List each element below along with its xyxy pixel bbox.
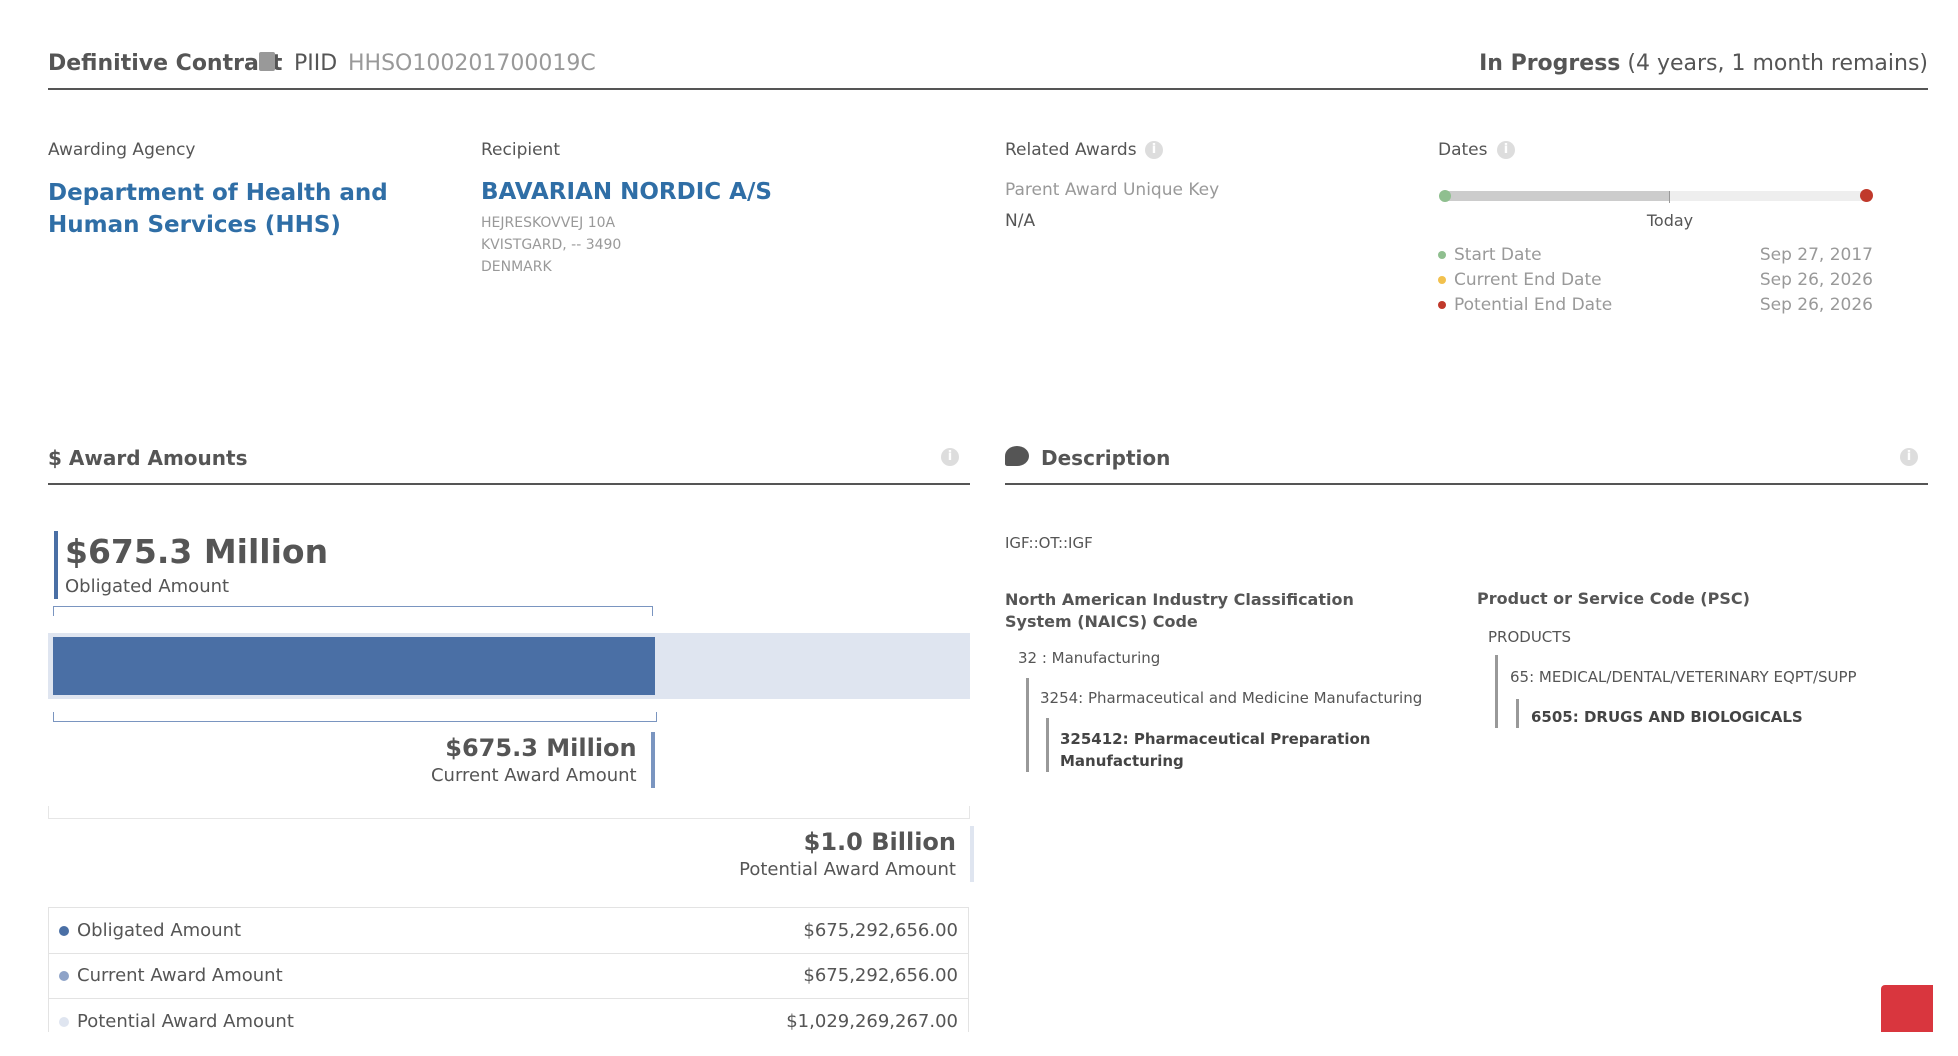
naics-3: 325412: Pharmaceutical Preparation Manuf…: [1060, 730, 1371, 770]
related-label: Related Awards: [1005, 140, 1137, 160]
date-value: Sep 26, 2026: [1759, 295, 1873, 315]
status-text: In Progress: [1479, 51, 1621, 76]
naics-2: 3254: Pharmaceutical and Medicine Manufa…: [1040, 689, 1423, 707]
obligated-bracket: [53, 606, 653, 616]
potential-value: $1.0 Billion: [803, 828, 956, 856]
section-rule: [1005, 483, 1928, 485]
date-label: Potential End Date: [1454, 295, 1613, 315]
date-dot: [1438, 251, 1446, 259]
agency-link[interactable]: Department of Health and Human Services …: [48, 180, 388, 238]
amount-label-text: Potential Award Amount: [77, 1011, 294, 1032]
date-label: Start Date: [1454, 245, 1542, 265]
obligated-value: $675.3 Million: [65, 532, 329, 571]
date-row: Potential End Date: [1438, 295, 1612, 315]
date-value: Sep 27, 2017: [1759, 245, 1873, 265]
date-row: Start Date: [1438, 245, 1542, 265]
amount-value: $675,292,656.00: [803, 920, 958, 941]
potential-marker: $1.0 Billion Potential Award Amount: [700, 826, 974, 882]
parent-label: Parent Award Unique Key: [1005, 180, 1220, 200]
info-icon[interactable]: i: [1497, 141, 1515, 159]
amount-label: Obligated Amount: [59, 908, 241, 953]
address-line: HEJRESKOVVEJ 10A: [481, 215, 616, 231]
blank-area: [0, 1032, 1958, 1056]
glossary-icon[interactable]: [259, 52, 275, 71]
obligated-label: Obligated Amount: [65, 576, 230, 597]
tree-line: [1495, 655, 1498, 728]
amount-row: Obligated Amount $675,292,656.00: [48, 907, 969, 954]
end-dot: [1860, 189, 1873, 202]
status-note: (4 years, 1 month remains): [1627, 51, 1928, 76]
amount-value: $675,292,656.00: [803, 965, 958, 986]
recipient-link[interactable]: BAVARIAN NORDIC A/S: [481, 179, 772, 205]
date-dot: [1438, 301, 1446, 309]
psc-2: 65: MEDICAL/DENTAL/VETERINARY EQPT/SUPP: [1510, 668, 1857, 686]
psc-label: Product or Service Code (PSC): [1477, 589, 1750, 608]
amount-row: Current Award Amount $675,292,656.00: [48, 953, 969, 999]
naics-1: 32 : Manufacturing: [1018, 649, 1161, 667]
current-value: $675.3 Million: [445, 734, 637, 762]
feedback-button[interactable]: [1881, 985, 1933, 1032]
date-dot: [1438, 276, 1446, 284]
agency-label: Awarding Agency: [48, 140, 196, 160]
psc-1: PRODUCTS: [1488, 628, 1571, 646]
comment-icon: [1005, 446, 1029, 466]
parent-value: N/A: [1005, 211, 1036, 231]
amount-value: $1,029,269,267.00: [786, 1011, 958, 1032]
description-title: Description: [1041, 446, 1171, 470]
today-tick: [1669, 191, 1670, 203]
naics-label: North American Industry Classification S…: [1005, 590, 1354, 631]
potential-label: Potential Award Amount: [739, 859, 956, 880]
address-line: KVISTGARD, -- 3490: [481, 237, 622, 253]
info-icon[interactable]: i: [1900, 448, 1918, 466]
amount-label: Potential Award Amount: [59, 999, 294, 1044]
current-bracket: [53, 712, 657, 722]
tree-line: [1046, 718, 1049, 772]
legend-dot: [59, 971, 69, 981]
legend-dot: [59, 1017, 69, 1027]
piid: HHSO100201700019C: [348, 51, 596, 76]
amounts-title: $ Award Amounts: [48, 446, 248, 470]
divider: [48, 806, 970, 819]
status: In Progress (4 years, 1 month remains): [1479, 51, 1928, 77]
header-rule: [48, 88, 1928, 90]
amount-label-text: Obligated Amount: [77, 920, 242, 941]
current-label: Current Award Amount: [430, 765, 637, 786]
date-value: Sep 26, 2026: [1759, 270, 1873, 290]
address-line: DENMARK: [481, 259, 552, 275]
obligated-bar: [53, 637, 655, 695]
timeline-elapsed: [1446, 191, 1670, 201]
amount-label: Current Award Amount: [59, 953, 283, 998]
start-dot: [1439, 190, 1451, 202]
dates-label: Dates: [1438, 140, 1488, 160]
psc-3: 6505: DRUGS AND BIOLOGICALS: [1531, 708, 1803, 726]
tree-line: [1516, 699, 1519, 728]
amount-label-text: Current Award Amount: [77, 965, 283, 986]
info-icon[interactable]: i: [1145, 141, 1163, 159]
description-text: IGF::OT::IGF: [1005, 534, 1093, 552]
piid-label: PIID: [294, 51, 338, 76]
tree-line: [1026, 678, 1029, 772]
address: HEJRESKOVVEJ 10A KVISTGARD, -- 3490 DENMAR…: [481, 212, 621, 278]
current-marker: $675.3 Million Current Award Amount: [351, 732, 655, 788]
recipient-label: Recipient: [481, 140, 560, 160]
legend-dot: [59, 926, 69, 936]
today-label: Today: [1646, 211, 1694, 230]
date-label: Current End Date: [1454, 270, 1602, 290]
award-type: Definitive Contract: [48, 51, 283, 76]
date-row: Current End Date: [1438, 270, 1602, 290]
section-rule: [48, 483, 970, 485]
obligated-marker: [54, 531, 58, 599]
info-icon[interactable]: i: [941, 448, 959, 466]
